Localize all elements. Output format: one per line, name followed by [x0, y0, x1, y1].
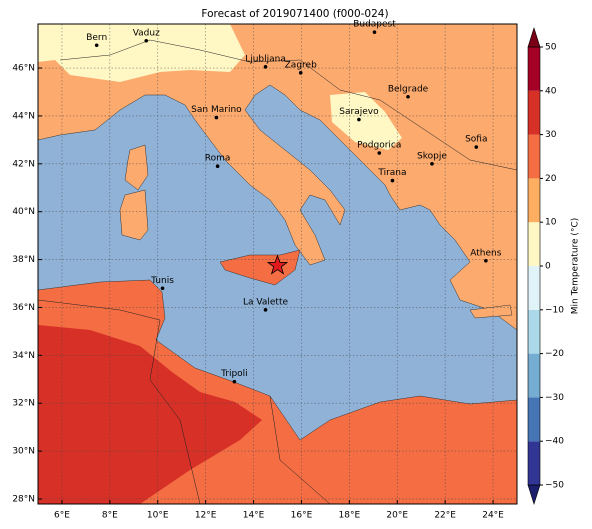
y-tick-label: 32°N — [12, 399, 35, 409]
city-marker — [372, 30, 377, 34]
x-tick-label: 24°E — [482, 511, 504, 521]
city-marker — [160, 286, 165, 291]
colorbar-tick-label: −10 — [545, 305, 564, 315]
colorbar-tick-label: 40 — [545, 86, 557, 96]
x-tick-label: 12°E — [195, 511, 217, 521]
x-tick-label: 10°E — [147, 511, 169, 521]
colorbar-bin — [528, 397, 540, 442]
colorbar-tick-label: 30 — [545, 130, 557, 140]
map-frame — [37, 23, 518, 505]
colorbar-tick-label: −20 — [545, 349, 564, 359]
x-tick-label: 14°E — [243, 511, 265, 521]
city-label: Podgorica — [357, 141, 401, 151]
city-marker — [298, 71, 303, 75]
city-label: Sofia — [465, 135, 487, 145]
city-marker — [214, 115, 219, 120]
colorbar-bin — [528, 90, 540, 135]
y-tick-label: 44°N — [12, 111, 35, 121]
colorbar-tick-label: −50 — [545, 481, 564, 491]
city-marker — [215, 164, 220, 169]
city-marker — [484, 258, 488, 263]
y-tick-label: 34°N — [12, 351, 35, 361]
border — [59, 39, 301, 63]
x-tick-label: 16°E — [291, 511, 313, 521]
city-marker — [377, 151, 382, 155]
colorbar-tick-label: −40 — [545, 437, 564, 447]
colorbar-bin — [528, 266, 540, 310]
city-marker — [474, 145, 479, 149]
colorbar-bin — [528, 441, 540, 485]
city-marker — [232, 379, 237, 384]
colorbar-bin — [528, 178, 540, 223]
map-title: Forecast of 2019071400 (f000-024) — [201, 8, 388, 20]
y-tick-label: 38°N — [12, 255, 35, 265]
y-tick-label: 28°N — [12, 494, 35, 504]
city-label: San Marino — [191, 105, 242, 115]
city-label: Tunis — [150, 276, 174, 286]
star-marker — [266, 254, 289, 275]
colorbar-bin — [528, 222, 540, 266]
x-tick-label: 20°E — [386, 511, 408, 521]
city-label: Vaduz — [133, 28, 160, 38]
corsica — [124, 144, 149, 191]
city-label: Sarajevo — [339, 107, 379, 117]
city-label: Budapest — [353, 20, 396, 30]
y-tick-label: 30°N — [12, 447, 35, 457]
crete — [469, 304, 513, 319]
sahara-region — [38, 325, 262, 504]
city-label: Athens — [470, 248, 501, 258]
sardinia — [119, 189, 149, 241]
overlay: 6°E 8°E 10°E 12°E 14°E 16°E 18°E 20°E 22°E 24°E 28… — [12, 20, 564, 521]
city-marker — [94, 43, 99, 48]
colorbar-over — [527, 27, 541, 48]
sicily — [219, 249, 301, 286]
city-label: Tripoli — [220, 369, 248, 379]
balkan-region — [330, 92, 402, 150]
y-tick-label: 42°N — [12, 159, 35, 169]
city-label: Skopje — [417, 151, 447, 161]
colorbar-label: Min Temperature (°C) — [571, 218, 581, 315]
city-label: La Valette — [243, 297, 288, 307]
city-label: Bern — [86, 33, 107, 43]
y-tick-label: 36°N — [12, 303, 35, 313]
colorbar-bin — [528, 309, 540, 354]
colorbar-under — [527, 484, 541, 505]
colorbar-tick-label: −30 — [545, 393, 564, 403]
city-marker — [390, 178, 395, 183]
y-tick-label: 40°N — [12, 207, 35, 217]
border — [299, 59, 517, 171]
city-marker — [357, 117, 361, 122]
border — [269, 395, 331, 504]
x-tick-label: 18°E — [339, 511, 361, 521]
x-tick-label: 8°E — [102, 511, 118, 521]
city-label: Tirana — [377, 168, 406, 178]
colorbar-tick-label: 0 — [545, 262, 551, 272]
colorbar-tick-label: 20 — [545, 174, 557, 184]
colorbar-bin — [528, 47, 540, 91]
x-tick-label: 22°E — [434, 511, 456, 521]
city-marker — [144, 38, 149, 43]
city-label: Belgrade — [388, 84, 429, 94]
city-label: Ljubljana — [245, 54, 286, 64]
city-label: Roma — [205, 154, 231, 164]
colorbar-tick-label: 50 — [545, 43, 557, 53]
colorbar-bin — [528, 353, 540, 398]
x-tick-label: 6°E — [54, 511, 70, 521]
colorbar-tick-label: 10 — [545, 218, 557, 228]
alps-region — [38, 24, 245, 82]
border — [38, 299, 201, 504]
city-marker — [263, 65, 268, 69]
city-marker — [406, 94, 410, 99]
city-label: Zagreb — [285, 60, 317, 70]
city-marker — [430, 162, 434, 166]
city-marker — [263, 308, 268, 312]
colorbar-bin — [528, 134, 540, 179]
y-tick-label: 46°N — [12, 64, 35, 74]
